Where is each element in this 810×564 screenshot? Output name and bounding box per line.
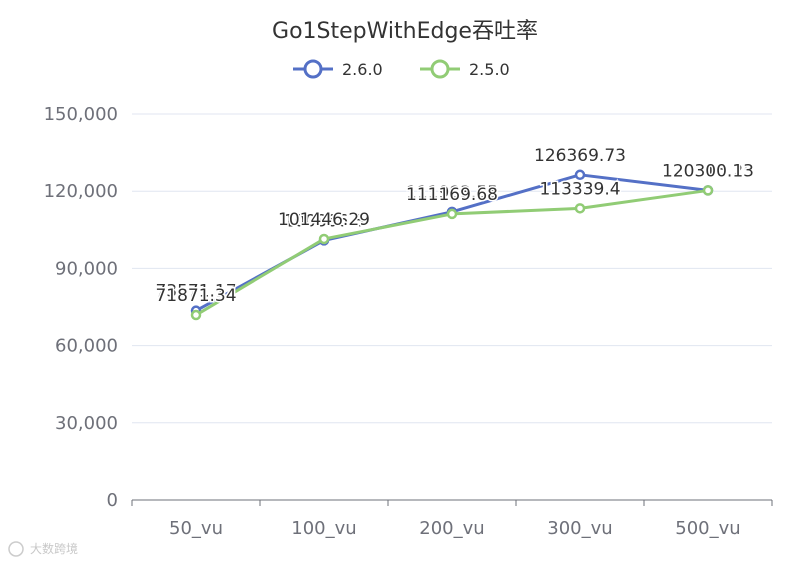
y-tick-label: 30,000 <box>55 413 118 434</box>
y-tick-label: 90,000 <box>55 258 118 279</box>
axes: 0 30,000 60,000 90,000 120,000 150,000 50_vu 10… <box>44 104 773 539</box>
x-tick-label: 500_vu <box>675 518 740 539</box>
data-label: 73571.17 <box>155 282 236 302</box>
data-point[interactable] <box>446 208 458 220</box>
x-tick-label: 100_vu <box>291 518 356 539</box>
series <box>190 169 714 321</box>
y-tick-label: 60,000 <box>55 336 118 357</box>
legend[interactable]: 2.6.0 2.5.0 <box>293 59 510 79</box>
data-label: 126369.73 <box>534 146 626 166</box>
data-point[interactable] <box>702 185 714 196</box>
y-tick-label: 0 <box>107 490 118 511</box>
data-label: 120315.25 <box>662 161 754 181</box>
x-tick-label: 300_vu <box>547 518 612 539</box>
chart-title: Go1StepWithEdge吞吐率 <box>272 19 538 44</box>
y-tick-label: 120,000 <box>44 181 118 202</box>
data-label: 113339.4 <box>539 179 620 199</box>
data-label: 101446.29 <box>278 210 370 230</box>
watermark-text: 大数跨境 <box>30 541 78 556</box>
legend-marker-series-2 <box>430 59 450 79</box>
data-point[interactable] <box>190 309 202 321</box>
x-tick-label: 200_vu <box>419 518 484 539</box>
watermark: 大数跨境 <box>8 541 78 557</box>
y-tick-label: 150,000 <box>44 104 118 125</box>
data-point[interactable] <box>574 203 586 214</box>
data-point[interactable] <box>574 169 586 181</box>
x-tick-label: 50_vu <box>169 518 223 539</box>
legend-label-series-1: 2.6.0 <box>342 60 383 79</box>
data-point[interactable] <box>318 233 330 245</box>
data-label: 111983.55 <box>406 183 498 203</box>
grid <box>132 113 772 424</box>
data-label: 100866.3 <box>283 211 364 231</box>
legend-item-series-1[interactable]: 2.6.0 <box>293 59 383 79</box>
watermark-logo-icon <box>8 541 24 557</box>
data-label: 120300.13 <box>662 161 754 181</box>
legend-marker-series-1 <box>303 59 323 79</box>
data-label: 111169.68 <box>406 185 498 205</box>
legend-item-series-2[interactable]: 2.5.0 <box>420 59 510 79</box>
data-labels: 73571.17 100866.3 111983.55 126369.73 120315… <box>154 144 756 307</box>
data-label: 71871.34 <box>155 286 236 306</box>
legend-label-series-2: 2.5.0 <box>469 60 510 79</box>
